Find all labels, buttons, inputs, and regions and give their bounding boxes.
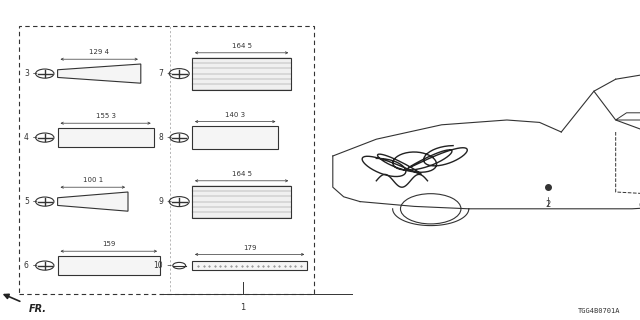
Text: 9: 9: [158, 197, 163, 206]
Text: 164 5: 164 5: [232, 43, 252, 49]
Text: 6: 6: [24, 261, 29, 270]
Text: 5: 5: [24, 197, 29, 206]
Text: 129 4: 129 4: [89, 49, 109, 55]
Text: 164 5: 164 5: [232, 171, 252, 177]
Text: 1: 1: [241, 303, 246, 312]
Text: 7: 7: [158, 69, 163, 78]
Polygon shape: [58, 64, 141, 83]
Text: 2: 2: [546, 200, 551, 209]
Text: TGG4B0701A: TGG4B0701A: [579, 308, 621, 314]
Bar: [58, 256, 160, 275]
Bar: [192, 186, 291, 218]
Text: 100 1: 100 1: [83, 177, 103, 183]
Text: 155 3: 155 3: [95, 113, 116, 119]
Bar: [58, 128, 154, 147]
Text: 179: 179: [243, 244, 257, 251]
Polygon shape: [58, 192, 128, 211]
Bar: [192, 126, 278, 149]
Text: FR.: FR.: [29, 304, 47, 314]
Text: 10: 10: [154, 261, 163, 270]
Bar: [192, 261, 307, 270]
Bar: [192, 58, 291, 90]
Text: 4: 4: [24, 133, 29, 142]
Text: 3: 3: [24, 69, 29, 78]
Text: 159: 159: [102, 241, 115, 247]
Text: 140 3: 140 3: [225, 112, 245, 118]
Text: 8: 8: [159, 133, 163, 142]
